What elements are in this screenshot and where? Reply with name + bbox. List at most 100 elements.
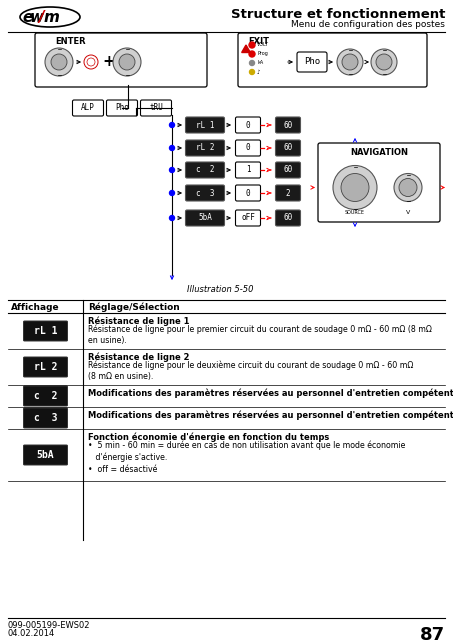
Circle shape xyxy=(333,166,377,209)
FancyBboxPatch shape xyxy=(275,117,300,133)
FancyBboxPatch shape xyxy=(275,210,300,226)
FancyBboxPatch shape xyxy=(24,445,67,465)
Circle shape xyxy=(394,173,422,202)
Text: Menu de configuration des postes: Menu de configuration des postes xyxy=(291,20,445,29)
FancyBboxPatch shape xyxy=(238,33,427,87)
Text: m: m xyxy=(44,10,60,25)
FancyBboxPatch shape xyxy=(275,140,300,156)
Circle shape xyxy=(371,49,397,75)
Circle shape xyxy=(51,54,67,70)
Text: 0: 0 xyxy=(246,120,251,129)
Text: Résistance de ligne pour le premier circuit du courant de soudage 0 mΩ - 60 mΩ (: Résistance de ligne pour le premier circ… xyxy=(88,324,432,346)
Text: Prog: Prog xyxy=(257,51,268,56)
Text: Résistance de ligne pour le deuxième circuit du courant de soudage 0 mΩ - 60 mΩ
: Résistance de ligne pour le deuxième cir… xyxy=(88,360,414,381)
FancyBboxPatch shape xyxy=(24,321,67,341)
Circle shape xyxy=(119,54,135,70)
Text: 099-005199-EWS02: 099-005199-EWS02 xyxy=(8,621,91,630)
Text: ALP: ALP xyxy=(81,104,95,113)
Text: Pho: Pho xyxy=(115,104,129,113)
FancyBboxPatch shape xyxy=(236,210,260,226)
Text: Illustration 5-50: Illustration 5-50 xyxy=(187,285,253,294)
Text: rL 1: rL 1 xyxy=(196,120,214,129)
FancyBboxPatch shape xyxy=(106,100,138,116)
Circle shape xyxy=(250,61,255,65)
Text: /: / xyxy=(38,10,43,25)
Text: c  2: c 2 xyxy=(196,166,214,175)
Text: rL 1: rL 1 xyxy=(34,326,57,336)
Circle shape xyxy=(249,51,255,57)
Text: kA: kA xyxy=(257,61,263,65)
Text: NAVIGATION: NAVIGATION xyxy=(350,148,408,157)
Text: VOLT: VOLT xyxy=(257,42,269,47)
Text: 87: 87 xyxy=(420,626,445,640)
FancyBboxPatch shape xyxy=(185,162,225,178)
FancyBboxPatch shape xyxy=(24,408,67,428)
Text: rL 2: rL 2 xyxy=(196,143,214,152)
Circle shape xyxy=(113,48,141,76)
Text: 0: 0 xyxy=(246,143,251,152)
Text: SOURCE: SOURCE xyxy=(345,210,365,215)
FancyBboxPatch shape xyxy=(72,100,103,116)
Text: 60: 60 xyxy=(284,143,293,152)
Text: e: e xyxy=(22,10,32,25)
Circle shape xyxy=(87,58,95,66)
Text: V: V xyxy=(406,210,410,215)
Circle shape xyxy=(169,216,174,221)
Text: 5bA: 5bA xyxy=(198,214,212,223)
Circle shape xyxy=(376,54,392,70)
Text: 0: 0 xyxy=(246,189,251,198)
Text: Résistance de ligne 1: Résistance de ligne 1 xyxy=(88,316,189,326)
Circle shape xyxy=(250,70,255,74)
Text: 04.02.2014: 04.02.2014 xyxy=(8,629,55,638)
Text: +: + xyxy=(103,54,116,70)
Text: Modifications des paramètres réservées au personnel d'entretien compétent !: Modifications des paramètres réservées a… xyxy=(88,388,453,397)
FancyBboxPatch shape xyxy=(275,162,300,178)
Text: Modifications des paramètres réservées au personnel d'entretien compétent !: Modifications des paramètres réservées a… xyxy=(88,410,453,419)
Circle shape xyxy=(399,179,417,196)
Text: •  5 min - 60 min = durée en cas de non utilisation avant que le mode économie
 : • 5 min - 60 min = durée en cas de non u… xyxy=(88,440,405,474)
Text: Structure et fonctionnement: Structure et fonctionnement xyxy=(231,8,445,21)
FancyBboxPatch shape xyxy=(35,33,207,87)
FancyBboxPatch shape xyxy=(24,386,67,406)
Text: Réglage/Sélection: Réglage/Sélection xyxy=(88,303,180,312)
Circle shape xyxy=(169,168,174,173)
Text: ♪: ♪ xyxy=(257,70,260,74)
Text: oFF: oFF xyxy=(241,214,255,223)
Text: 1: 1 xyxy=(246,166,251,175)
Circle shape xyxy=(169,191,174,195)
Text: 5bA: 5bA xyxy=(37,450,54,460)
FancyBboxPatch shape xyxy=(318,143,440,222)
FancyBboxPatch shape xyxy=(236,185,260,201)
Text: 2: 2 xyxy=(286,189,290,198)
Text: c  3: c 3 xyxy=(34,413,57,423)
Text: Pho: Pho xyxy=(304,58,320,67)
Circle shape xyxy=(45,48,73,76)
Text: c  3: c 3 xyxy=(196,189,214,198)
Text: Affichage: Affichage xyxy=(11,303,60,312)
FancyBboxPatch shape xyxy=(236,117,260,133)
Text: w: w xyxy=(30,10,44,25)
Circle shape xyxy=(169,145,174,150)
Circle shape xyxy=(341,173,369,202)
Text: 60: 60 xyxy=(284,166,293,175)
Text: Fonction économie d'énergie en fonction du temps: Fonction économie d'énergie en fonction … xyxy=(88,432,329,442)
Circle shape xyxy=(169,122,174,127)
Circle shape xyxy=(342,54,358,70)
Circle shape xyxy=(84,55,98,69)
Text: tRU: tRU xyxy=(149,104,163,113)
FancyBboxPatch shape xyxy=(297,52,327,72)
FancyBboxPatch shape xyxy=(140,100,172,116)
Circle shape xyxy=(337,49,363,75)
Text: 60: 60 xyxy=(284,120,293,129)
Text: 60: 60 xyxy=(284,214,293,223)
Circle shape xyxy=(249,42,255,48)
FancyBboxPatch shape xyxy=(185,140,225,156)
FancyBboxPatch shape xyxy=(24,357,67,377)
Text: c  2: c 2 xyxy=(34,391,57,401)
Text: rL 2: rL 2 xyxy=(34,362,57,372)
Text: EXIT: EXIT xyxy=(248,37,269,46)
Text: Résistance de ligne 2: Résistance de ligne 2 xyxy=(88,352,189,362)
FancyBboxPatch shape xyxy=(185,185,225,201)
FancyBboxPatch shape xyxy=(236,162,260,178)
FancyBboxPatch shape xyxy=(185,210,225,226)
